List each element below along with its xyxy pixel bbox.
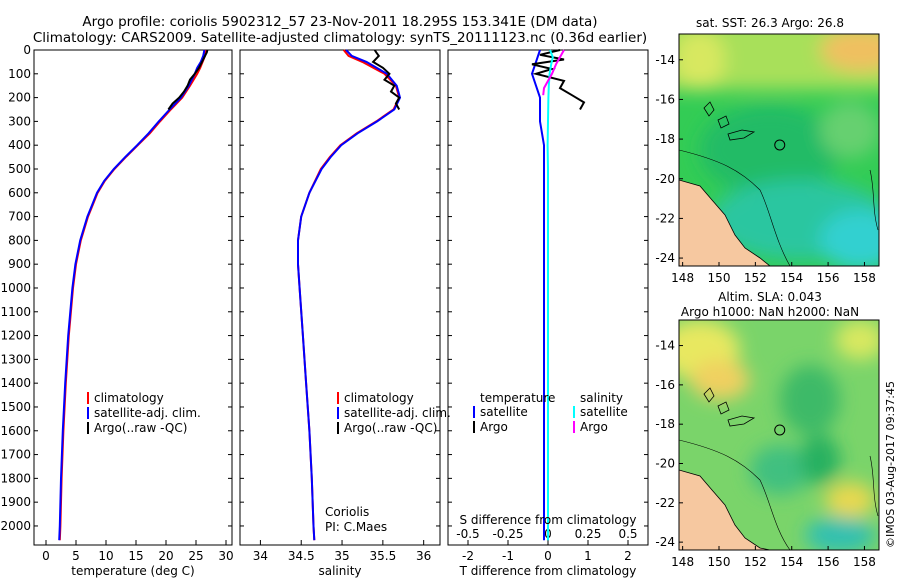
y-tick-label: 600 xyxy=(8,186,31,200)
series-line xyxy=(297,49,401,541)
temperature-axis-label: temperature (deg C) xyxy=(71,564,194,578)
series-line xyxy=(167,49,209,111)
x-tick-label: 36 xyxy=(416,549,431,563)
x-tick-label: 35 xyxy=(334,549,349,563)
salinity-axis-label: salinity xyxy=(318,564,361,578)
sla-map-title-line2: Argo h1000: NaN h2000: NaN xyxy=(680,305,860,319)
x-tick-label: 35.5 xyxy=(369,549,396,563)
y-tick-label: 0 xyxy=(23,43,31,57)
top-axis-title: S difference from climatology xyxy=(460,513,637,527)
difference-axis-label: T difference from climatology xyxy=(459,564,637,578)
y-tick-label: 1200 xyxy=(0,329,31,343)
temperature-legend: climatology satellite-adj. clim. Argo(..… xyxy=(87,391,201,435)
x-tick-label: 0 xyxy=(544,549,552,563)
series-line xyxy=(530,49,545,541)
annotation-pi: PI: C.Maes xyxy=(325,520,387,534)
y-tick-label: 1500 xyxy=(0,400,31,414)
y-tick-label: 800 xyxy=(8,233,31,247)
y-tick-label: 100 xyxy=(8,67,31,81)
x-tick-label: 25 xyxy=(188,549,203,563)
y-tick-label: 1600 xyxy=(0,424,31,438)
x-top-tick-label: -0.25 xyxy=(492,527,523,541)
x-tick-label: 2 xyxy=(624,549,632,563)
legend-label-satellite: satellite-adj. clim. xyxy=(344,406,451,420)
sla-map-title-line1: Altim. SLA: 0.043 xyxy=(718,290,822,304)
x-tick-label: 10 xyxy=(98,549,113,563)
series-line xyxy=(542,49,565,96)
y-tick-label: 2000 xyxy=(0,519,31,533)
y-tick-label: 700 xyxy=(8,210,31,224)
series-line xyxy=(297,49,402,541)
y-tick-label: 1400 xyxy=(0,376,31,390)
legend-label-argo: Argo(..raw -QC) xyxy=(344,421,437,435)
legend-label-temp-argo: Argo xyxy=(480,420,508,434)
figure-title-line1: Argo profile: coriolis 5902312_57 23-Nov… xyxy=(82,14,598,30)
y-tick-label: 1700 xyxy=(0,448,31,462)
x-top-tick-label: 0.25 xyxy=(575,527,602,541)
salinity-panel-frame xyxy=(239,49,441,546)
legend-label-climatology: climatology xyxy=(344,391,414,405)
y-tick-label: 1000 xyxy=(0,281,31,295)
x-tick-label: 34 xyxy=(253,549,268,563)
legend-label-temp-satellite: satellite xyxy=(480,405,528,419)
figure-title-line2: Climatology: CARS2009. Satellite-adjuste… xyxy=(32,30,648,46)
legend-label-satellite: satellite-adj. clim. xyxy=(94,406,201,420)
x-top-tick-label: 0.5 xyxy=(618,527,637,541)
x-top-tick-label: -0.5 xyxy=(456,527,479,541)
x-tick-label: 0 xyxy=(42,549,50,563)
series-line xyxy=(546,49,554,541)
salinity-legend: climatology satellite-adj. clim. Argo(..… xyxy=(337,391,451,435)
legend-label-sal-satellite: satellite xyxy=(580,405,628,419)
y-tick-label: 300 xyxy=(8,114,31,128)
x-tick-label: 15 xyxy=(128,549,143,563)
series-line xyxy=(371,49,401,110)
y-tick-label: 900 xyxy=(8,257,31,271)
legend-label-sal-argo: Argo xyxy=(580,420,608,434)
y-tick-label: 200 xyxy=(8,91,31,105)
annotation-coriolis: Coriolis xyxy=(325,505,369,519)
y-tick-label: 1100 xyxy=(0,305,31,319)
series-line xyxy=(58,49,207,541)
series-line xyxy=(58,49,206,541)
sst-map-title: sat. SST: 26.3 Argo: 26.8 xyxy=(695,16,845,30)
series-line xyxy=(531,49,586,110)
x-tick-label: -2 xyxy=(462,549,474,563)
y-tick-label: 1300 xyxy=(0,352,31,366)
y-tick-label: 1800 xyxy=(0,471,31,485)
x-tick-label: -1 xyxy=(502,549,514,563)
difference-legend: temperature salinity satellite Argo sate… xyxy=(473,391,628,434)
legend-heading-temperature: temperature xyxy=(480,391,555,405)
x-tick-label: 20 xyxy=(158,549,173,563)
x-tick-label: 34.5 xyxy=(288,549,315,563)
y-tick-label: 500 xyxy=(8,162,31,176)
legend-label-argo: Argo(..raw -QC) xyxy=(94,421,187,435)
x-tick-label: 5 xyxy=(72,549,80,563)
y-tick-label: 400 xyxy=(8,138,31,152)
legend-heading-salinity: salinity xyxy=(580,391,623,405)
timestamp-label: ©IMOS 03-Aug-2017 09:37:45 xyxy=(884,381,897,548)
legend-label-climatology: climatology xyxy=(94,391,164,405)
x-tick-label: 30 xyxy=(218,549,233,563)
y-tick-label: 1900 xyxy=(0,495,31,509)
x-tick-label: 1 xyxy=(584,549,592,563)
temperature-panel-frame xyxy=(33,49,233,546)
